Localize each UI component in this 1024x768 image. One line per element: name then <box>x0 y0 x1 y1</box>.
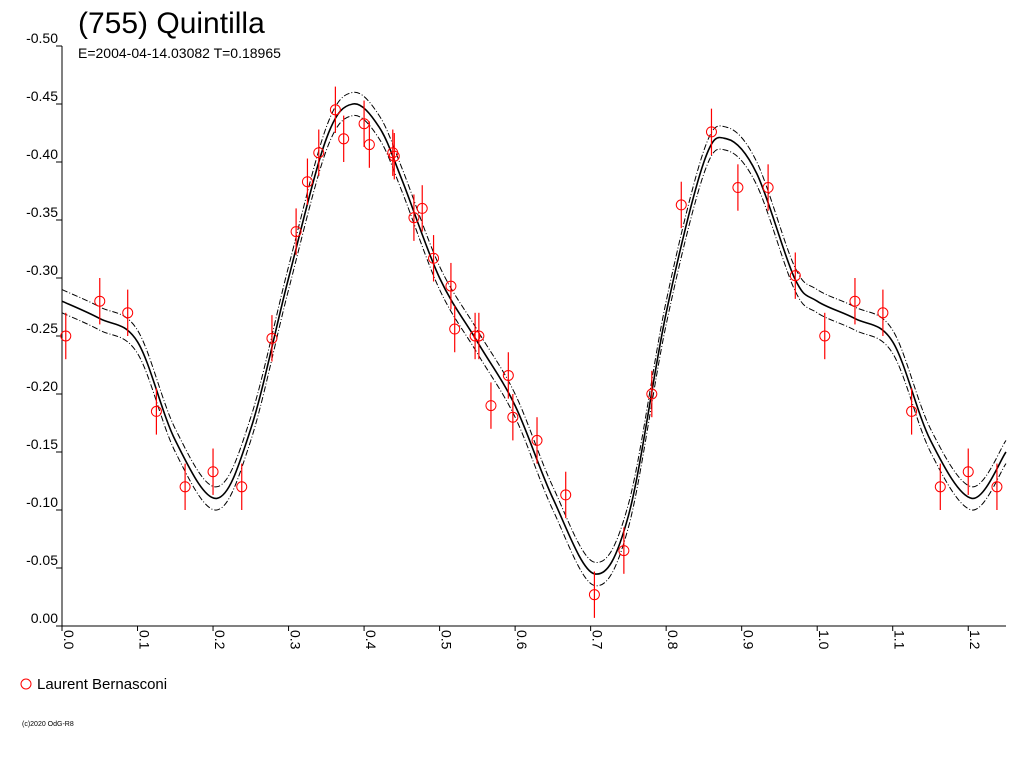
x-tick-label: 0.0 <box>61 630 77 650</box>
x-tick-label: 1.0 <box>816 630 832 650</box>
data-point <box>449 323 461 335</box>
y-tick-label: -0.45 <box>26 88 58 104</box>
data-point <box>266 332 278 344</box>
fit-envelope-lower <box>61 115 1007 587</box>
data-point <box>906 405 918 417</box>
data-point <box>705 126 717 138</box>
data-points <box>60 86 1003 618</box>
data-point <box>469 330 481 342</box>
data-point <box>329 104 341 116</box>
data-point <box>560 489 572 501</box>
y-axis-ticks: 0.00 -0.05 -0.10 -0.15 -0.20 -0.25 -0.30 -0.35 -… <box>26 30 62 627</box>
chart-title: (755) Quintilla <box>78 7 265 40</box>
data-point <box>122 307 134 319</box>
y-tick-label: -0.50 <box>26 30 58 46</box>
data-point <box>428 252 440 264</box>
data-point <box>313 147 325 159</box>
y-tick-label: -0.05 <box>26 552 58 568</box>
x-tick-label: 0.7 <box>590 630 606 650</box>
data-point <box>618 545 630 557</box>
x-tick-label: 0.5 <box>439 630 455 650</box>
data-point <box>236 481 248 493</box>
data-point <box>849 295 861 307</box>
data-point <box>290 226 302 238</box>
data-point <box>301 176 313 188</box>
data-point <box>877 307 889 319</box>
data-point <box>60 330 72 342</box>
y-tick-label: -0.35 <box>26 204 58 220</box>
data-point <box>388 150 400 162</box>
fit-curve-line <box>61 103 1007 575</box>
data-point <box>646 388 658 400</box>
x-tick-label: 0.2 <box>212 630 228 650</box>
data-point <box>445 280 457 292</box>
data-point <box>789 270 801 282</box>
y-tick-label: -0.15 <box>26 436 58 452</box>
x-tick-label: 0.1 <box>137 630 153 650</box>
data-point <box>338 133 350 145</box>
chart-subtitle: E=2004-04-14.03082 T=0.18965 <box>78 45 281 61</box>
y-tick-label: 0.00 <box>31 610 58 626</box>
data-point <box>962 466 974 478</box>
data-point <box>207 466 219 478</box>
y-tick-label: -0.10 <box>26 494 58 510</box>
data-point <box>408 212 420 224</box>
x-tick-label: 0.4 <box>363 630 379 650</box>
y-tick-label: -0.40 <box>26 146 58 162</box>
legend-marker <box>20 678 32 690</box>
data-point <box>507 411 519 423</box>
y-tick-label: -0.25 <box>26 320 58 336</box>
data-point <box>762 182 774 194</box>
x-tick-label: 0.8 <box>665 630 681 650</box>
data-point <box>732 182 744 194</box>
x-tick-label: 1.2 <box>967 630 983 650</box>
data-point <box>991 481 1003 493</box>
x-tick-label: 0.6 <box>514 630 530 650</box>
legend-label: Laurent Bernasconi <box>37 676 167 693</box>
data-point <box>485 400 497 412</box>
y-tick-label: -0.30 <box>26 262 58 278</box>
data-point <box>675 199 687 211</box>
x-tick-label: 0.3 <box>288 630 304 650</box>
data-point <box>531 434 543 446</box>
data-point <box>473 330 485 342</box>
data-point <box>94 295 106 307</box>
copyright-text: (c)2020 OdG-R8 <box>22 721 74 728</box>
data-point <box>588 589 600 601</box>
data-point <box>363 139 375 151</box>
x-axis-ticks: 0.0 0.1 0.2 0.3 0.4 0.5 0.6 0.7 0.8 0.9 1.0 1.1 1.2 <box>61 626 983 650</box>
data-point <box>150 405 162 417</box>
data-point <box>819 330 831 342</box>
fit-curves <box>61 91 1007 587</box>
data-point <box>502 369 514 381</box>
data-point <box>179 481 191 493</box>
fit-envelope-upper <box>61 91 1007 563</box>
data-point <box>416 202 428 214</box>
x-tick-label: 1.1 <box>892 630 908 650</box>
y-tick-label: -0.20 <box>26 378 58 394</box>
x-tick-label: 0.9 <box>741 630 757 650</box>
data-point <box>934 481 946 493</box>
